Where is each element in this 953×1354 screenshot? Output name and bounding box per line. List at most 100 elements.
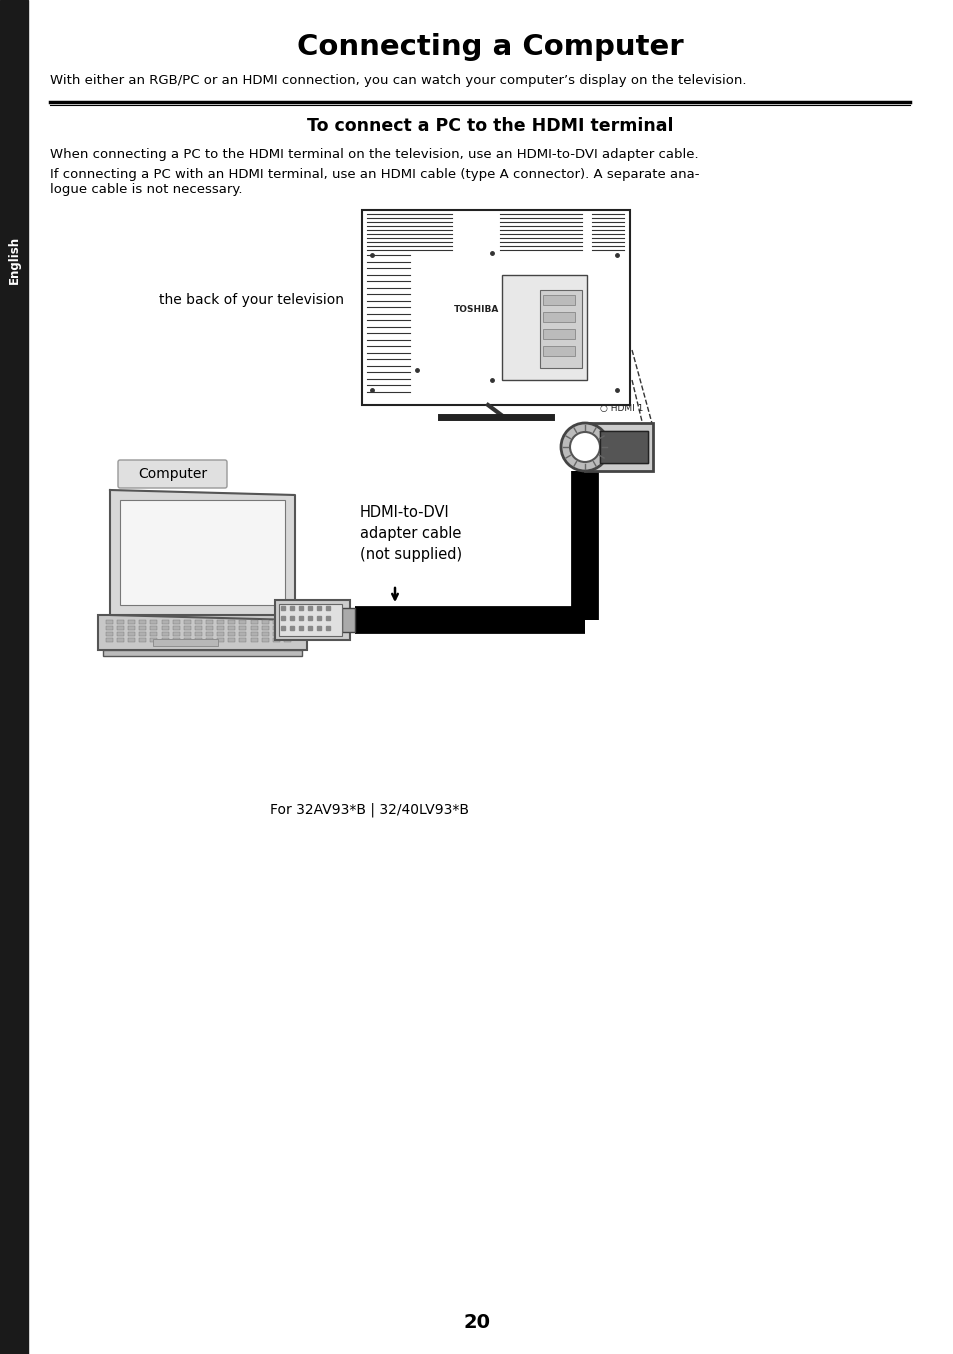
Bar xyxy=(239,620,246,624)
Bar xyxy=(194,638,202,642)
Bar xyxy=(239,638,246,642)
Bar xyxy=(284,638,291,642)
Bar xyxy=(117,620,124,624)
Text: If connecting a PC with an HDMI terminal, use an HDMI cable (type A connector). : If connecting a PC with an HDMI terminal… xyxy=(50,168,699,196)
Bar xyxy=(361,210,629,405)
Bar xyxy=(128,626,135,630)
Bar xyxy=(251,626,257,630)
Bar xyxy=(239,626,246,630)
Bar xyxy=(217,632,224,636)
Bar xyxy=(106,620,112,624)
Bar xyxy=(542,311,575,322)
Bar xyxy=(172,638,179,642)
Text: To connect a PC to the HDMI terminal: To connect a PC to the HDMI terminal xyxy=(307,116,673,135)
Bar xyxy=(172,632,179,636)
Bar xyxy=(106,626,112,630)
Bar xyxy=(239,632,246,636)
Bar xyxy=(584,422,652,471)
Text: Computer: Computer xyxy=(138,467,207,481)
Bar xyxy=(261,638,269,642)
Bar xyxy=(278,604,341,636)
Bar xyxy=(184,638,191,642)
Bar xyxy=(501,275,586,380)
Bar xyxy=(117,632,124,636)
Bar xyxy=(184,632,191,636)
Bar xyxy=(161,626,169,630)
Bar xyxy=(128,638,135,642)
Text: Connecting a Computer: Connecting a Computer xyxy=(296,32,682,61)
Polygon shape xyxy=(110,490,294,620)
Bar xyxy=(139,632,146,636)
Bar xyxy=(139,620,146,624)
Bar xyxy=(206,632,213,636)
Bar xyxy=(151,620,157,624)
Bar xyxy=(120,500,285,605)
Bar xyxy=(217,620,224,624)
Bar xyxy=(172,626,179,630)
Text: TOSHIBA: TOSHIBA xyxy=(454,306,499,314)
Bar xyxy=(261,632,269,636)
Text: HDMI-to-DVI
adapter cable
(not supplied): HDMI-to-DVI adapter cable (not supplied) xyxy=(359,505,461,562)
Text: With either an RGB/PC or an HDMI connection, you can watch your computer’s displ: With either an RGB/PC or an HDMI connect… xyxy=(50,74,745,87)
Bar xyxy=(273,620,279,624)
Bar xyxy=(151,638,157,642)
Bar xyxy=(251,632,257,636)
Bar xyxy=(128,620,135,624)
Text: the back of your television: the back of your television xyxy=(159,292,344,307)
Bar xyxy=(228,632,235,636)
Bar xyxy=(98,615,307,650)
Bar xyxy=(284,632,291,636)
Text: ○ HDMI 1: ○ HDMI 1 xyxy=(599,403,643,413)
Bar xyxy=(228,626,235,630)
Bar xyxy=(274,600,350,640)
Bar xyxy=(152,639,218,646)
Bar xyxy=(161,638,169,642)
Bar xyxy=(161,632,169,636)
Polygon shape xyxy=(599,431,647,463)
Bar xyxy=(251,638,257,642)
Bar xyxy=(194,626,202,630)
Bar xyxy=(284,626,291,630)
Bar xyxy=(251,620,257,624)
Bar xyxy=(261,626,269,630)
Bar xyxy=(539,290,581,368)
Bar xyxy=(542,295,575,305)
Bar xyxy=(273,626,279,630)
Bar xyxy=(261,620,269,624)
Bar xyxy=(273,632,279,636)
Bar xyxy=(151,632,157,636)
Bar xyxy=(194,632,202,636)
Bar xyxy=(228,638,235,642)
Bar xyxy=(106,638,112,642)
Text: When connecting a PC to the HDMI terminal on the television, use an HDMI-to-DVI : When connecting a PC to the HDMI termina… xyxy=(50,148,698,161)
Bar xyxy=(284,620,291,624)
Bar xyxy=(228,620,235,624)
Text: 20: 20 xyxy=(463,1312,490,1331)
Text: English: English xyxy=(8,236,20,284)
Bar xyxy=(542,329,575,338)
Bar xyxy=(542,347,575,356)
Text: For 32AV93*B | 32/40LV93*B: For 32AV93*B | 32/40LV93*B xyxy=(270,803,469,818)
Bar xyxy=(217,626,224,630)
Bar xyxy=(161,620,169,624)
Bar xyxy=(106,632,112,636)
Bar xyxy=(139,638,146,642)
Bar xyxy=(0,0,28,1354)
Bar xyxy=(117,638,124,642)
Circle shape xyxy=(560,422,608,471)
Bar xyxy=(341,608,355,632)
Bar xyxy=(184,620,191,624)
Bar xyxy=(128,632,135,636)
Bar xyxy=(206,620,213,624)
Bar xyxy=(172,620,179,624)
Bar xyxy=(139,626,146,630)
FancyBboxPatch shape xyxy=(118,460,227,487)
Bar xyxy=(206,626,213,630)
Bar xyxy=(206,638,213,642)
Bar xyxy=(184,626,191,630)
Bar xyxy=(217,638,224,642)
Bar xyxy=(151,626,157,630)
Circle shape xyxy=(569,432,599,462)
Bar xyxy=(117,626,124,630)
Bar xyxy=(273,638,279,642)
